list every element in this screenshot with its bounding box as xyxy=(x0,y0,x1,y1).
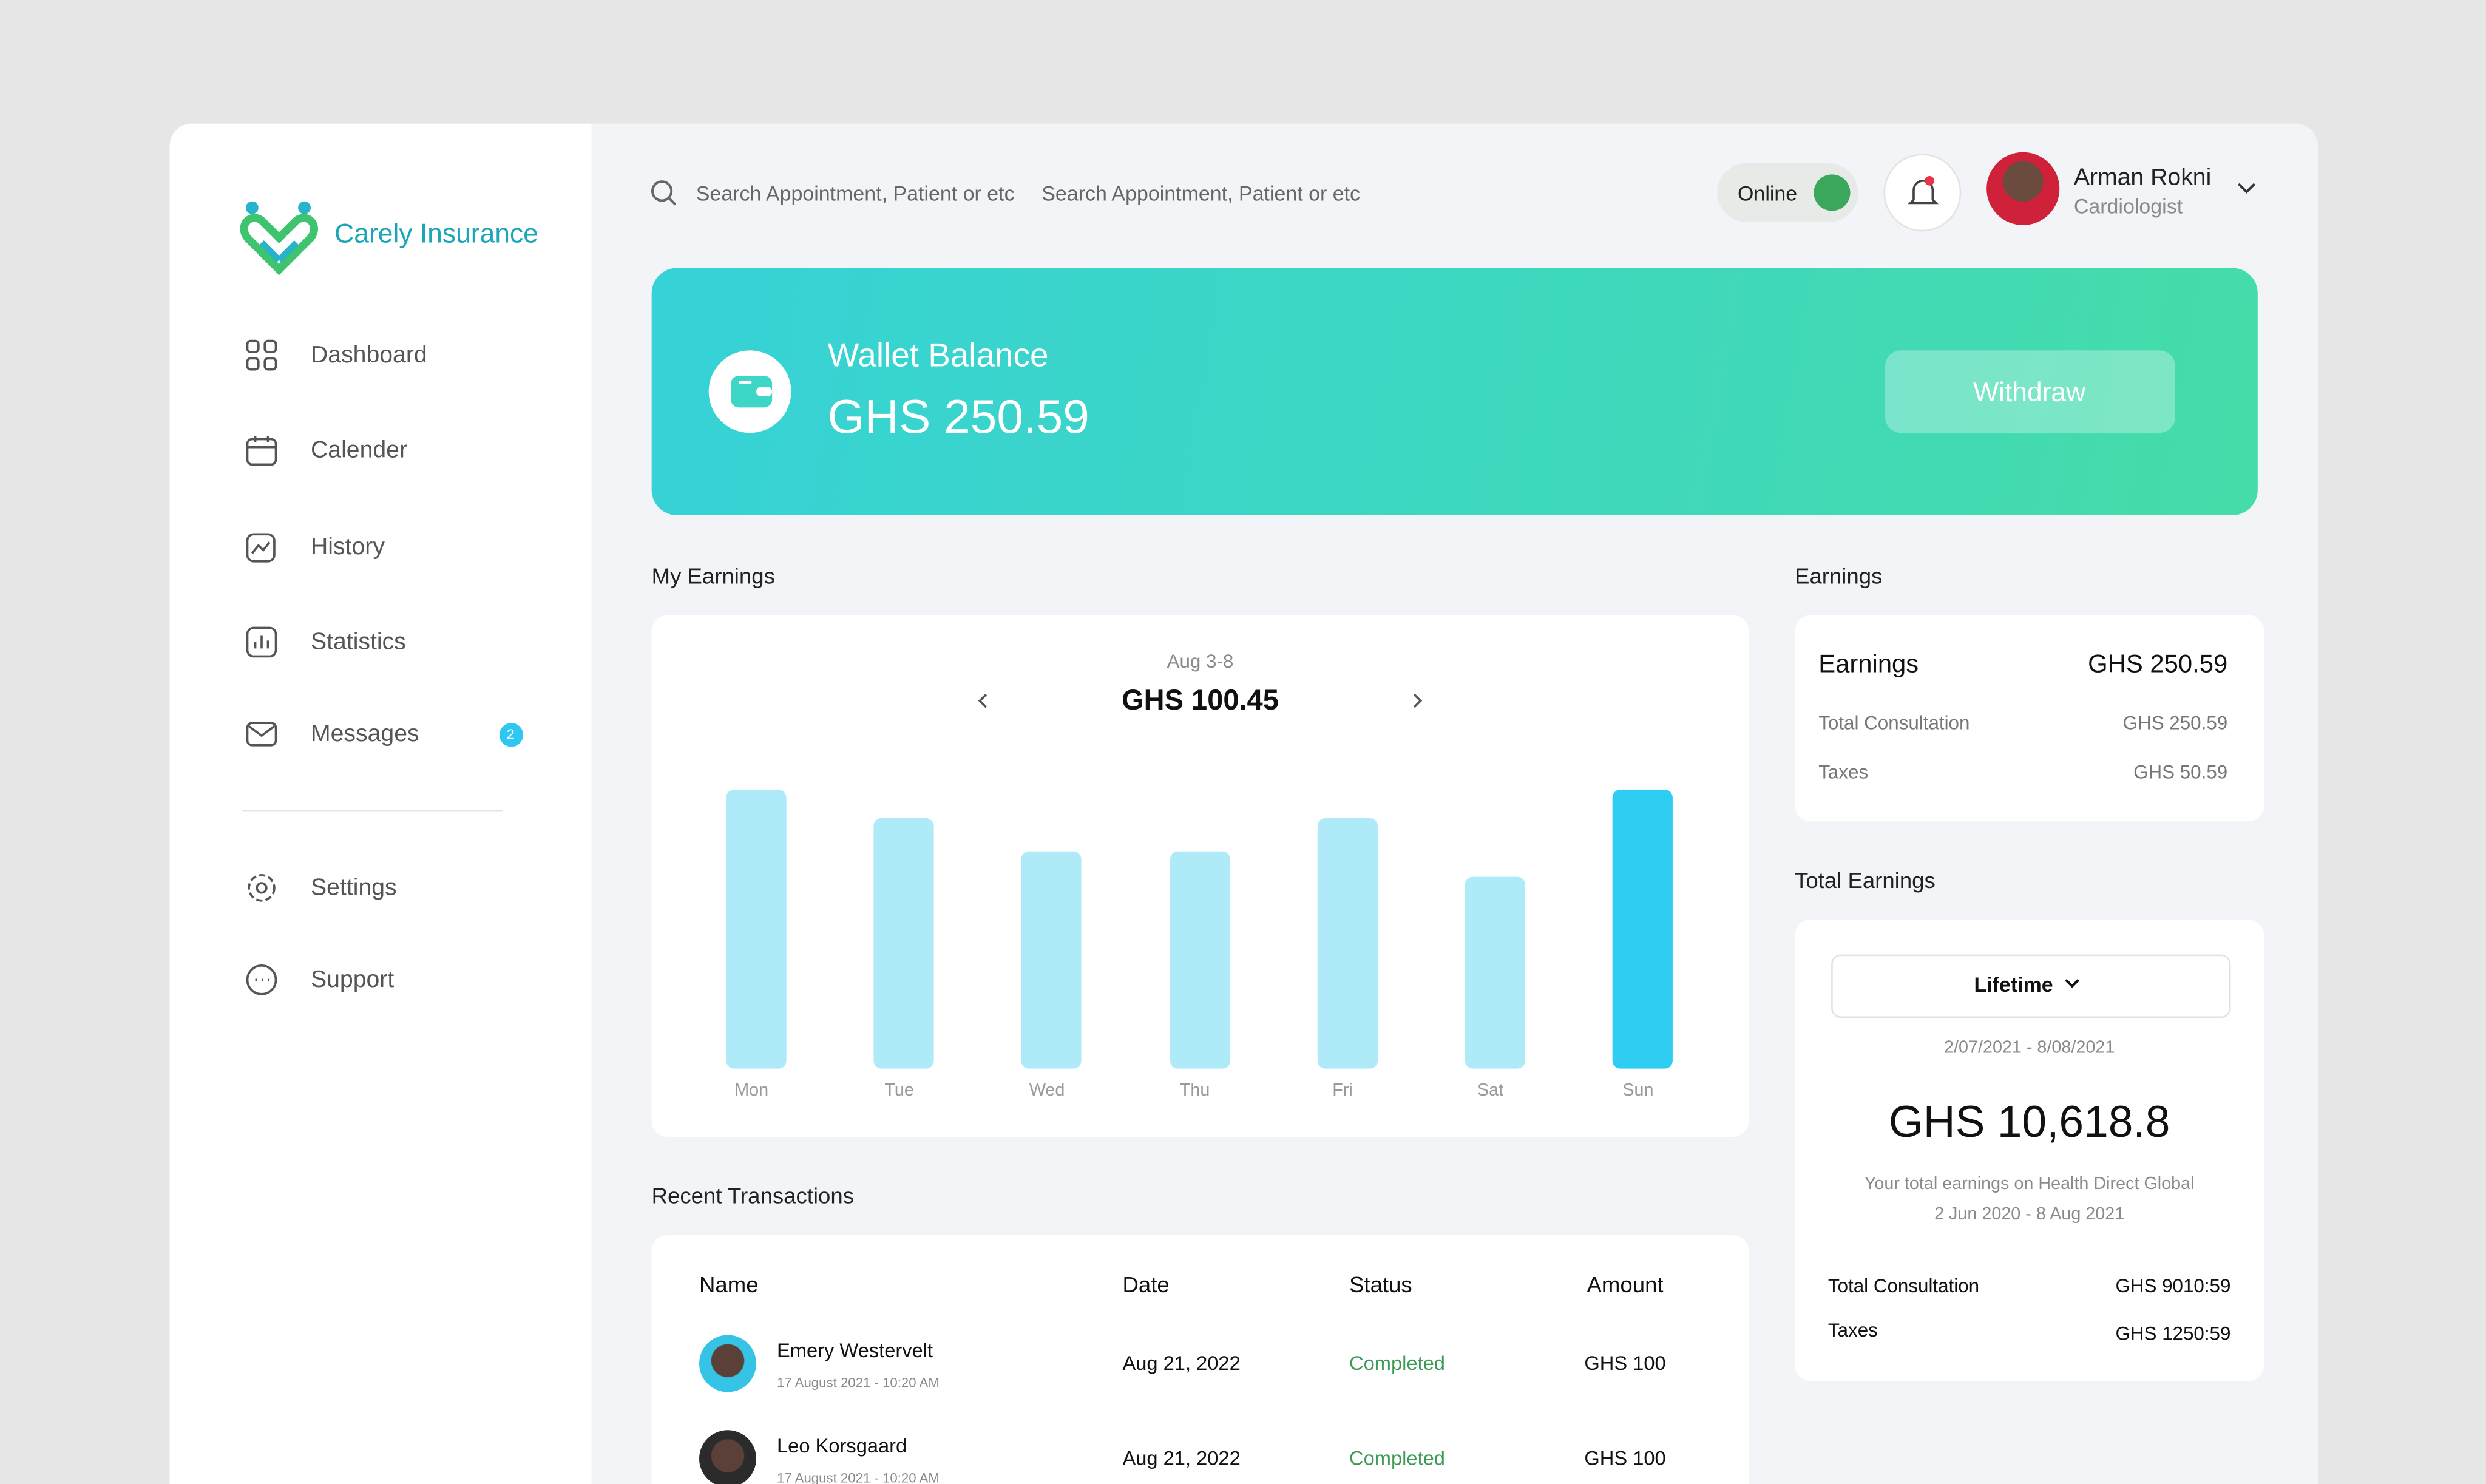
avatar[interactable] xyxy=(1986,152,2060,225)
row-value: GHS 9010:59 xyxy=(2115,1275,2231,1297)
row-value: GHS 250.59 xyxy=(2122,711,2228,734)
amount: GHS 100 xyxy=(1584,1352,1666,1375)
nav-item[interactable]: Support xyxy=(311,966,395,994)
time: 17 August 2021 - 10:20 AM xyxy=(777,1374,940,1391)
note: Your total earnings on Health Direct Glo… xyxy=(1864,1174,2195,1194)
nav-item[interactable]: Settings xyxy=(311,874,397,902)
name: Emery Westervelt xyxy=(777,1340,933,1362)
nav-item[interactable]: History xyxy=(311,534,385,561)
wallet-glyph xyxy=(731,376,773,408)
withdraw-label: Withdraw xyxy=(1973,377,2086,408)
next-arrow[interactable] xyxy=(1409,691,1425,710)
bar xyxy=(1169,851,1230,1069)
column-header: Date xyxy=(1122,1272,1170,1297)
time: 17 August 2021 - 10:20 AM xyxy=(777,1469,940,1484)
row-label: Taxes xyxy=(1818,761,1869,784)
bar xyxy=(1317,817,1378,1069)
nav-item[interactable]: Messages xyxy=(311,720,419,748)
user-role: Cardiologist xyxy=(2073,194,2183,219)
avatar xyxy=(699,1430,757,1484)
x-tick-label: Mon xyxy=(734,1081,769,1100)
withdraw-button[interactable] xyxy=(1885,350,2176,433)
nav-icon xyxy=(246,436,277,466)
nav-item[interactable]: Calender xyxy=(311,436,408,464)
earnings-title: Earnings xyxy=(1818,651,1919,679)
earnings-card xyxy=(1795,615,2264,822)
date-range: 2/07/2021 - 8/08/2021 xyxy=(1944,1038,2115,1058)
prev-arrow[interactable] xyxy=(975,691,991,710)
nav-icon xyxy=(246,722,277,747)
x-tick-label: Wed xyxy=(1029,1081,1065,1100)
toggle-knob xyxy=(1814,174,1851,211)
bar xyxy=(1021,851,1082,1069)
dropdown-chevron xyxy=(2065,978,2080,988)
nav-icon xyxy=(246,964,277,995)
row-label: Total Consultation xyxy=(1818,711,1970,734)
x-tick-label: Tue xyxy=(884,1081,914,1100)
brand: Carely Insurance xyxy=(334,219,538,249)
amount: GHS 100 xyxy=(1584,1447,1666,1470)
row-value: GHS 1250:59 xyxy=(2115,1322,2231,1345)
search-text[interactable]: Search Appointment, Patient or etc xyxy=(1041,181,1361,206)
row-value: GHS 50.59 xyxy=(2133,761,2228,784)
column-header: Status xyxy=(1349,1272,1412,1297)
column-header: Name xyxy=(699,1272,759,1297)
x-tick-label: Fri xyxy=(1332,1081,1353,1100)
section-title: Total Earnings xyxy=(1795,867,1936,893)
wallet-title: Wallet Balance xyxy=(827,337,1049,374)
status-label: Online xyxy=(1738,181,1798,206)
x-tick-label: Sun xyxy=(1622,1081,1654,1100)
x-tick-label: Sat xyxy=(1477,1081,1504,1100)
chart-subtitle: Aug 3-8 xyxy=(1167,650,1234,673)
nav-item[interactable]: Dashboard xyxy=(311,341,427,369)
wallet-amount: GHS 250.59 xyxy=(827,391,1089,444)
user-menu[interactable] xyxy=(2235,181,2258,197)
column-header: Amount xyxy=(1587,1272,1664,1297)
note-range: 2 Jun 2020 - 8 Aug 2021 xyxy=(1934,1205,2125,1224)
period-dropdown[interactable] xyxy=(1831,954,2231,1018)
chart-annotation: GHS 100.45 xyxy=(1122,684,1279,716)
search-placeholder[interactable]: Search Appointment, Patient or etc xyxy=(696,181,1015,206)
bar xyxy=(726,789,787,1069)
row-label: Total Consultation xyxy=(1827,1275,1980,1297)
section-title: My Earnings xyxy=(651,563,775,589)
bell-icon xyxy=(1908,175,1939,205)
x-tick-label: Thu xyxy=(1179,1081,1210,1100)
search-icon xyxy=(651,180,677,206)
transactions-card xyxy=(651,1235,1749,1484)
nav-icon xyxy=(246,533,276,563)
nav-icon xyxy=(248,874,276,902)
user-name: Arman Rokni xyxy=(2073,164,2212,191)
badge: 2 xyxy=(498,722,523,747)
section-title: Earnings xyxy=(1795,563,1883,589)
status: Completed xyxy=(1349,1352,1445,1375)
sidebar xyxy=(169,123,592,1484)
wallet-banner xyxy=(651,268,2258,515)
section-title: Recent Transactions xyxy=(651,1182,855,1208)
bar xyxy=(1465,876,1525,1069)
date: Aug 21, 2022 xyxy=(1122,1352,1241,1375)
nav-item[interactable]: Statistics xyxy=(311,628,406,656)
logo xyxy=(240,201,318,276)
nav-icon xyxy=(246,626,277,658)
divider xyxy=(242,810,503,812)
notifications[interactable] xyxy=(1883,154,1962,232)
total-amount: GHS 10,618.8 xyxy=(1888,1097,2170,1147)
nav-icon xyxy=(246,339,277,371)
earnings-amount: GHS 250.59 xyxy=(2088,651,2228,679)
status: Completed xyxy=(1349,1447,1445,1470)
avatar xyxy=(699,1335,757,1392)
bar xyxy=(1613,789,1673,1069)
period-label: Lifetime xyxy=(1974,972,2053,997)
row-label: Taxes xyxy=(1827,1319,1878,1341)
date: Aug 21, 2022 xyxy=(1122,1447,1241,1470)
bar xyxy=(873,817,935,1069)
name: Leo Korsgaard xyxy=(777,1435,907,1457)
